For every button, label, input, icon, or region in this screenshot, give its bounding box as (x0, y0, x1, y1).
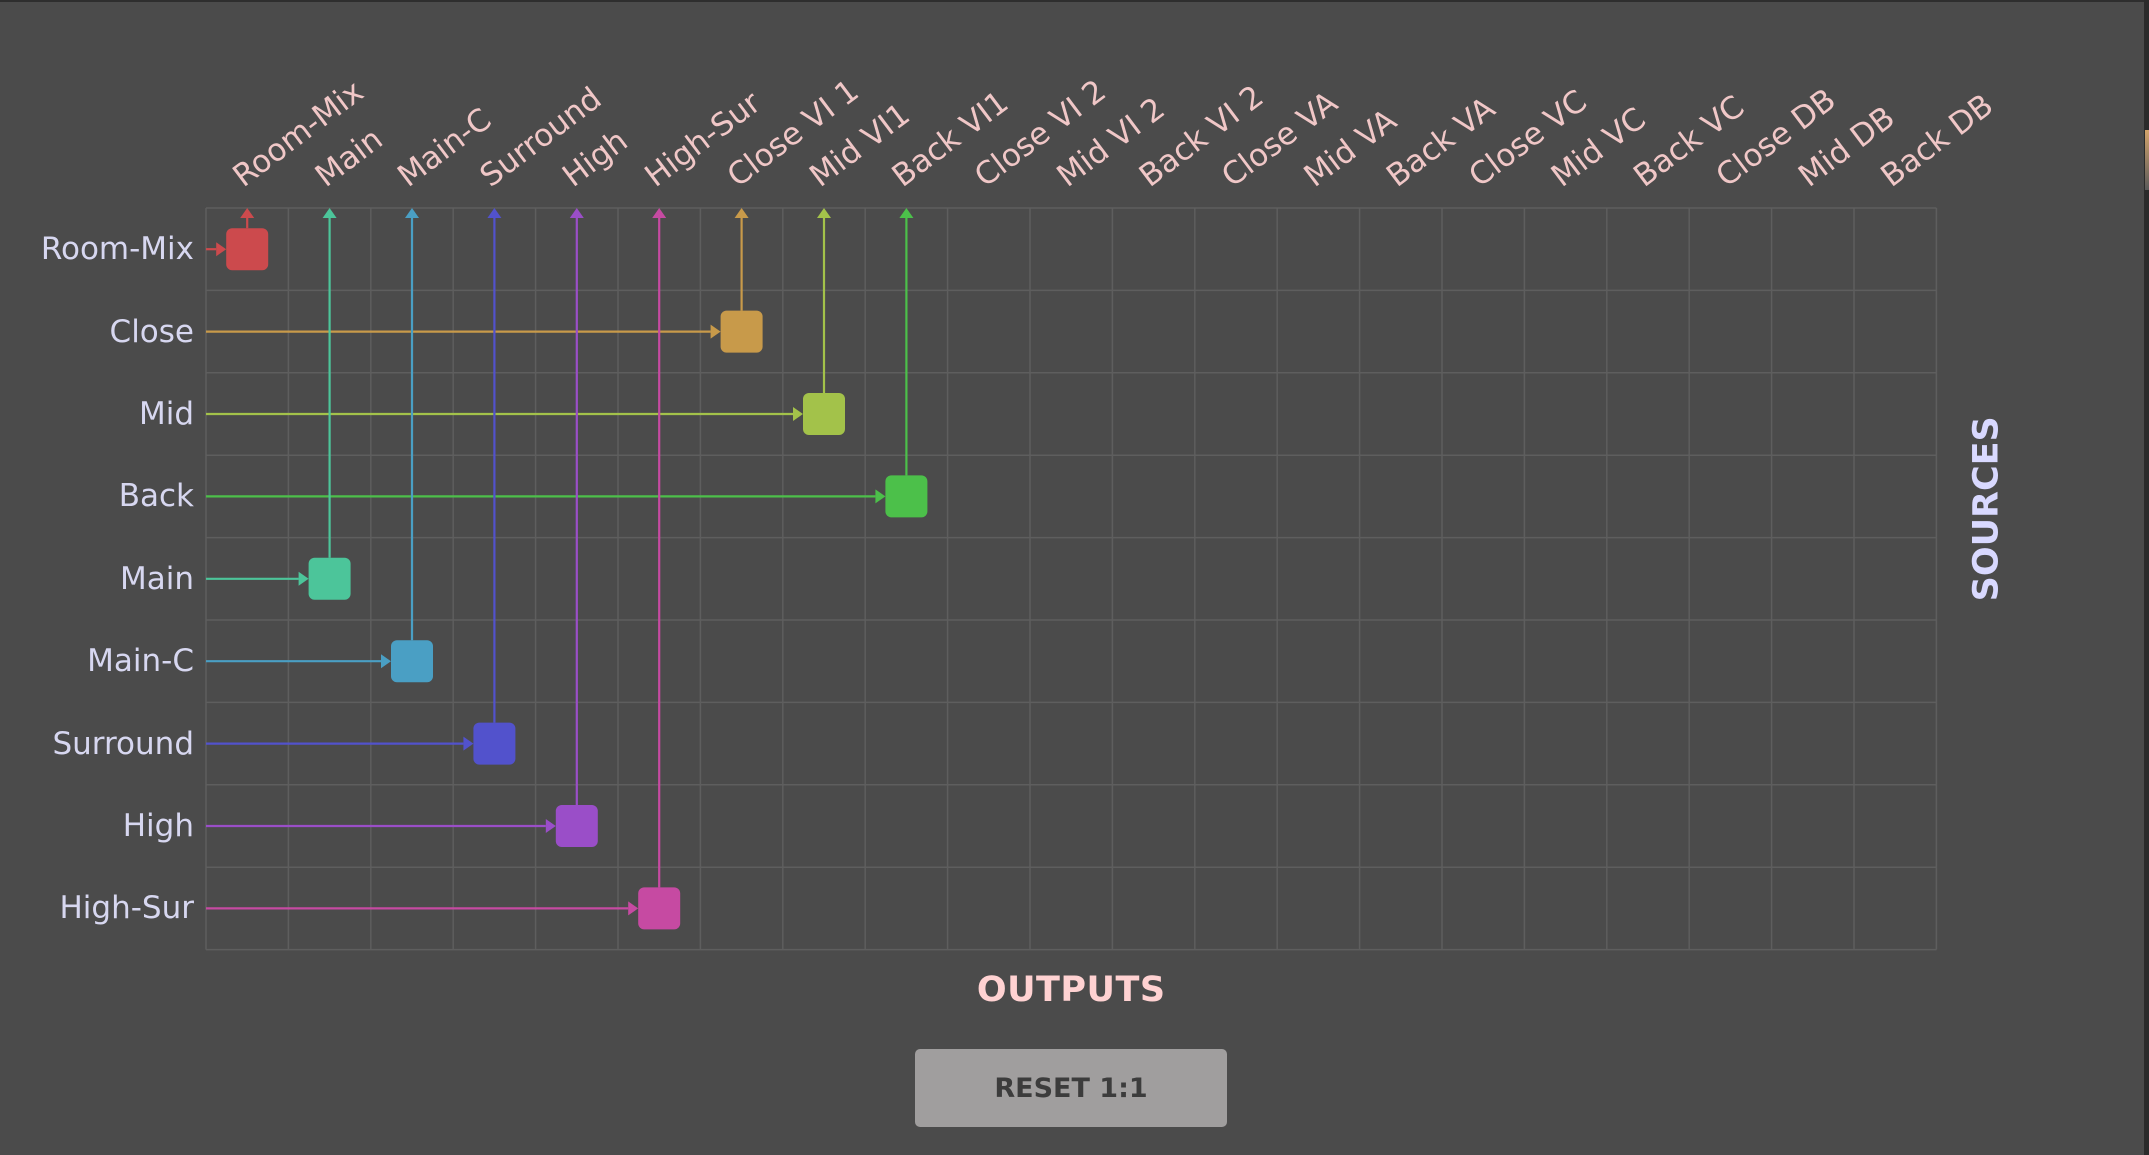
route-arrowhead-up (569, 208, 584, 218)
route-node[interactable] (391, 640, 433, 683)
outputs-axis-title: OUTPUTS (976, 969, 1166, 1010)
sources-axis-title: SOURCES (1966, 416, 2007, 602)
route-arrowhead-up (487, 208, 502, 218)
route-arrowhead-up (240, 208, 255, 218)
source-label: High (122, 808, 194, 844)
matrix-grid (205, 207, 1938, 951)
source-label: Main (119, 560, 194, 597)
route-arrowhead-up (652, 208, 667, 218)
route-node[interactable] (226, 228, 269, 271)
route-arrowhead-right (381, 654, 391, 669)
source-label: Room-Mix (40, 231, 194, 268)
source-label: Main-C (87, 643, 194, 680)
route-node[interactable] (638, 887, 681, 930)
route-arrowhead-right (628, 901, 639, 916)
route-arrowhead-right (875, 489, 886, 504)
route-node[interactable] (803, 393, 845, 435)
route-arrowhead-up (817, 208, 831, 218)
route-arrowhead-up (899, 208, 914, 218)
route-node[interactable] (308, 557, 351, 600)
route-node[interactable] (720, 310, 763, 353)
route-arrowhead-right (710, 324, 721, 339)
route-lines (206, 208, 914, 916)
route-arrowhead-right (545, 819, 556, 833)
route-arrowhead-up (405, 208, 419, 218)
source-label: High-Sur (59, 890, 194, 927)
window-edge (2144, 0, 2149, 1155)
route-nodes[interactable] (226, 228, 928, 930)
window-edge-highlight (2145, 130, 2149, 190)
route-node[interactable] (473, 722, 516, 765)
source-label: Surround (52, 725, 194, 762)
source-label: Mid (138, 396, 194, 432)
route-node[interactable] (885, 475, 928, 518)
route-arrowhead-right (298, 571, 309, 586)
route-node[interactable] (555, 805, 598, 847)
source-label: Close (109, 313, 194, 350)
route-arrowhead-up (734, 208, 749, 218)
source-label: Back (118, 478, 194, 515)
route-arrowhead-right (216, 242, 227, 257)
route-arrowhead-right (463, 736, 474, 751)
reset-1-1-button[interactable]: RESET 1:1 (915, 1049, 1227, 1127)
route-arrowhead-up (322, 208, 337, 218)
route-arrowhead-right (793, 407, 803, 421)
